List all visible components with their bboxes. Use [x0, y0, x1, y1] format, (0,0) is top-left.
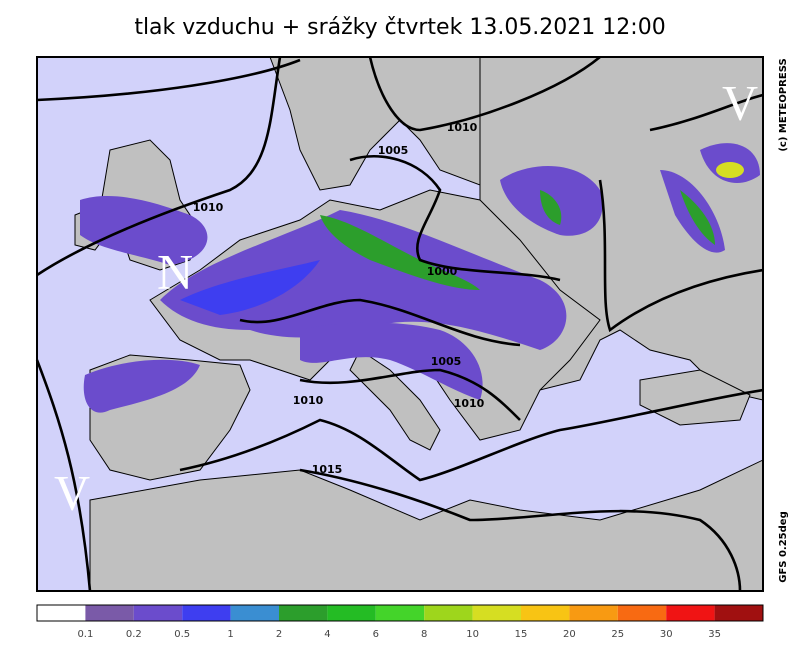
isobar-label: 1010: [447, 121, 478, 134]
legend-swatch: [666, 605, 715, 621]
legend-swatch: [569, 605, 618, 621]
credit: (c) METEOPRESS: [778, 58, 789, 151]
legend-label: 8: [421, 629, 427, 640]
isobar-label: 1015: [312, 463, 343, 476]
map-frame: [36, 56, 764, 592]
legend-label: 1: [227, 629, 233, 640]
legend-swatch: [327, 605, 376, 621]
legend-swatch: [617, 605, 667, 621]
legend-swatch: [714, 605, 763, 621]
title: tlak vzduchu + srážky čtvrtek 13.05.2021…: [134, 15, 665, 40]
pressure-centers: N V V: [54, 74, 758, 520]
map: 1010 1005 1010 1000 1005 1010 1010 1015 N V V: [35, 55, 764, 592]
legend-swatch: [230, 605, 279, 621]
legend-swatch: [279, 605, 328, 621]
pressure-center: V: [722, 74, 758, 130]
pressure-center: N: [157, 243, 193, 299]
legend-label: 35: [708, 629, 721, 640]
isobar-labels: 1010 1005 1010 1000 1005 1010 1010 1015: [193, 121, 485, 476]
legend-label: 0.5: [174, 629, 190, 640]
legend-swatch: [375, 605, 425, 621]
legend-swatch: [424, 605, 473, 621]
legend-frame: [36, 604, 764, 622]
legend-swatch: [133, 605, 183, 621]
legend-label: 6: [373, 629, 379, 640]
legend-label: 15: [515, 629, 528, 640]
legend-label: 25: [611, 629, 624, 640]
legend-swatch: [85, 605, 134, 621]
isobars: [35, 55, 764, 592]
isobar-label: 1010: [293, 394, 324, 407]
legend-label: 0.1: [77, 629, 93, 640]
pressure-center: V: [54, 464, 90, 520]
isobar-label: 1010: [454, 397, 485, 410]
legend-swatch: [182, 605, 231, 621]
legend-label: 4: [324, 629, 330, 640]
legend: 0.1 0.2 0.5 1 2 4 6 8 10 15 20 25 30 35: [36, 604, 764, 640]
legend-swatch: [472, 605, 521, 621]
legend-label: 0.2: [126, 629, 142, 640]
legend-swatch: [521, 605, 570, 621]
isobar-label: 1010: [193, 201, 224, 214]
model-label: GFS 0.25deg: [778, 511, 789, 583]
isobar-label: 1005: [431, 355, 462, 368]
legend-label: 30: [660, 629, 673, 640]
legend-label: 10: [466, 629, 479, 640]
isobar-label: 1000: [427, 265, 458, 278]
isobar-label: 1005: [378, 144, 409, 157]
legend-label: 2: [276, 629, 282, 640]
precipitation: [80, 143, 760, 413]
legend-swatch: [37, 605, 86, 621]
legend-label: 20: [563, 629, 576, 640]
